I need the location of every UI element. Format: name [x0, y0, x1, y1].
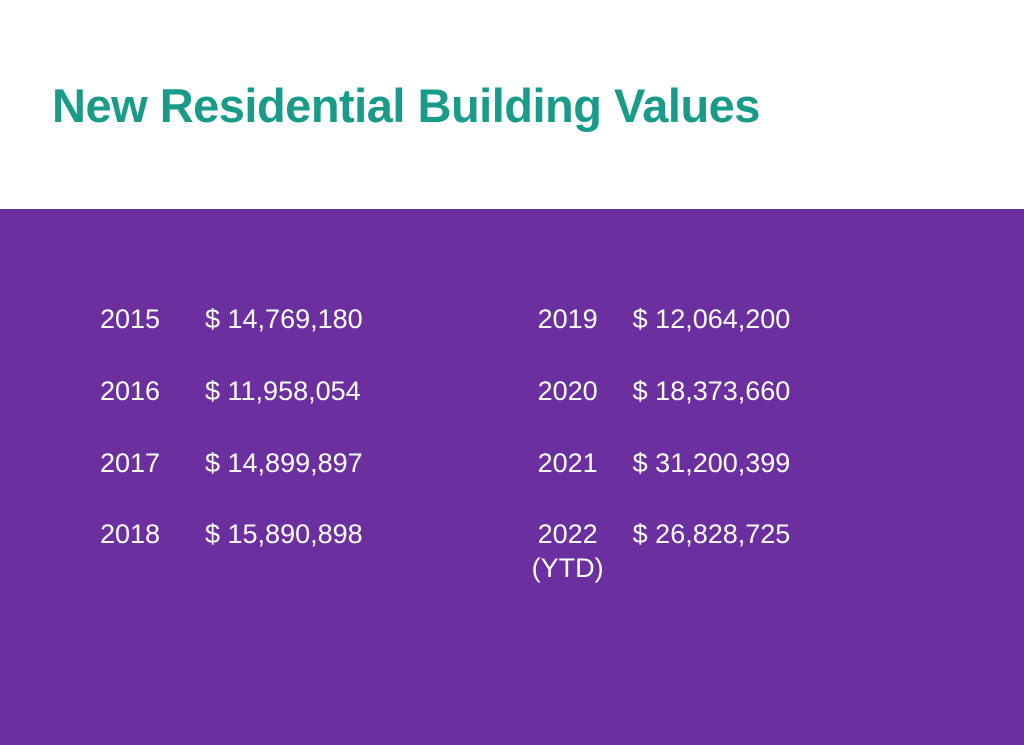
year-label: 2016 — [100, 375, 205, 409]
table-row: 2020 $ 18,373,660 — [503, 375, 791, 409]
table-row: 2019 $ 12,064,200 — [503, 303, 791, 337]
data-body: 2015 $ 14,769,180 2016 $ 11,958,054 2017… — [0, 209, 1024, 745]
header: New Residential Building Values — [0, 0, 1024, 209]
page-title: New Residential Building Values — [52, 78, 1024, 133]
year-label: 2020 — [503, 375, 633, 409]
table-row: 2016 $ 11,958,054 — [100, 375, 363, 409]
slide: New Residential Building Values 2015 $ 1… — [0, 0, 1024, 745]
year-label: 2017 — [100, 447, 205, 481]
year-label: 2015 — [100, 303, 205, 337]
table-row: 2018 $ 15,890,898 — [100, 518, 363, 552]
year-label: 2022 (YTD) — [503, 518, 633, 586]
value-label: $ 31,200,399 — [633, 447, 791, 481]
value-label: $ 18,373,660 — [633, 375, 791, 409]
table-row: 2015 $ 14,769,180 — [100, 303, 363, 337]
year-label: 2019 — [503, 303, 633, 337]
value-label: $ 11,958,054 — [205, 375, 361, 409]
data-column-left: 2015 $ 14,769,180 2016 $ 11,958,054 2017… — [100, 303, 363, 745]
table-row: 2022 (YTD) $ 26,828,725 — [503, 518, 791, 586]
value-label: $ 26,828,725 — [633, 518, 791, 552]
value-label: $ 15,890,898 — [205, 518, 363, 552]
value-label: $ 14,899,897 — [205, 447, 363, 481]
year-label: 2018 — [100, 518, 205, 552]
table-row: 2021 $ 31,200,399 — [503, 447, 791, 481]
year-label: 2021 — [503, 447, 633, 481]
data-column-right: 2019 $ 12,064,200 2020 $ 18,373,660 2021… — [503, 303, 791, 745]
table-row: 2017 $ 14,899,897 — [100, 447, 363, 481]
value-label: $ 12,064,200 — [633, 303, 791, 337]
value-label: $ 14,769,180 — [205, 303, 363, 337]
